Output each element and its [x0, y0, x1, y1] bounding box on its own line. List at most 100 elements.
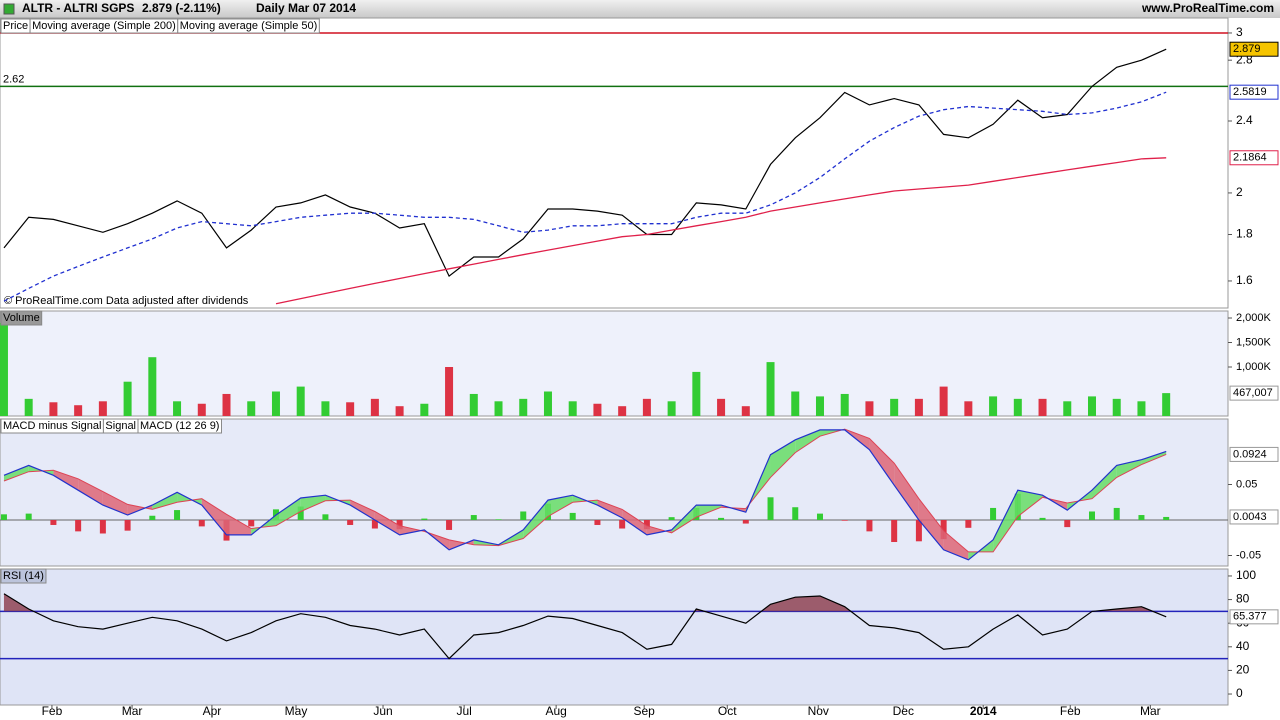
x-tick-label: Aug — [545, 704, 566, 718]
x-tick-label: Feb — [42, 704, 63, 718]
histogram-bar — [421, 518, 428, 521]
value-box — [1229, 385, 1279, 401]
y-tick-label: 2 — [1236, 185, 1243, 199]
volume-bar — [1038, 398, 1047, 416]
rsi-panel — [0, 568, 1229, 706]
level-label: 2.62 — [3, 73, 24, 85]
volume-bar — [1063, 401, 1072, 416]
volume-bar — [123, 381, 132, 416]
histogram-bar — [816, 513, 823, 521]
volume-bar — [642, 398, 651, 416]
macd-fill — [300, 495, 326, 512]
site: www.ProRealTime.com — [1141, 1, 1274, 15]
volume-bar — [469, 393, 478, 416]
histogram-bar — [718, 517, 725, 521]
macd-fill — [201, 498, 227, 535]
volume-bar — [717, 398, 726, 416]
volume-bar — [840, 393, 849, 416]
macd-fill — [894, 463, 919, 521]
histogram-bar — [371, 520, 378, 529]
y-tick-label: 1.6 — [1236, 273, 1253, 287]
volume-bar — [1137, 401, 1146, 416]
histogram-bar — [668, 517, 675, 521]
value-box-label: 467,007 — [1233, 387, 1273, 399]
macd-fill — [275, 498, 301, 526]
macd-fill — [399, 525, 425, 535]
histogram-bar — [50, 520, 57, 525]
x-tick-label: Jun — [373, 704, 392, 718]
histogram-bar — [1064, 520, 1071, 528]
x-tick-label: Dec — [893, 704, 914, 718]
y-tick-label: 0 — [1236, 686, 1243, 700]
histogram-bar — [75, 520, 82, 532]
value-box-label: 2.879 — [1233, 43, 1261, 55]
legend-label: MACD minus Signal — [3, 420, 101, 432]
y-tick-label: 3 — [1236, 25, 1243, 39]
macd-fill — [993, 490, 1018, 552]
legend-label: Moving average (Simple 200) — [32, 20, 176, 32]
volume-bar — [964, 401, 973, 416]
histogram-bar — [520, 511, 527, 521]
volume-bar — [98, 401, 107, 416]
y-tick-label: 1.8 — [1236, 227, 1253, 241]
value-box-label: 0.0043 — [1233, 511, 1267, 523]
histogram-bar — [174, 510, 181, 521]
volume-bar — [593, 403, 602, 416]
symbol: ALTR - ALTRI SGPS — [22, 1, 134, 15]
volume-bar — [1087, 396, 1096, 416]
macd-fill — [696, 505, 722, 518]
macd-fill — [523, 500, 548, 539]
y-tick-label: 1,500K — [1236, 336, 1272, 348]
histogram-bar — [470, 515, 477, 521]
y-tick-label: 80 — [1236, 592, 1250, 606]
volume-bar — [766, 362, 775, 416]
volume-bar — [148, 357, 157, 416]
histogram-bar — [149, 515, 156, 521]
histogram-bar — [841, 520, 848, 521]
y-tick-label: 20 — [1236, 663, 1250, 677]
volume-bar — [568, 401, 577, 416]
value-box — [1229, 41, 1279, 57]
volume-bar — [222, 393, 231, 416]
y-tick-label: 40 — [1236, 639, 1250, 653]
histogram-bar — [767, 497, 774, 521]
macd-fill — [1017, 490, 1043, 517]
histogram-bar — [643, 520, 650, 530]
y-tick-label: 2,000K — [1236, 312, 1272, 324]
macd-panel — [0, 418, 1229, 567]
histogram-bar — [990, 507, 997, 521]
volume-bar — [296, 386, 305, 416]
volume-bar — [247, 401, 256, 416]
volume-bar — [939, 386, 948, 416]
histogram-bar — [619, 520, 626, 529]
histogram-bar — [1163, 516, 1170, 521]
volume-bar — [370, 398, 379, 416]
volume-bar — [74, 405, 83, 416]
histogram-bar — [965, 520, 972, 528]
legend-label: Signal — [105, 420, 136, 432]
volume-bar — [197, 403, 206, 416]
ma-line — [3, 91, 1167, 302]
legend-box — [0, 568, 47, 584]
histogram-bar — [1113, 507, 1120, 521]
macd-fill — [869, 438, 895, 486]
histogram-bar — [347, 520, 354, 525]
volume-bar — [445, 367, 454, 416]
histogram-bar — [891, 520, 898, 543]
y-tick-label: 100 — [1236, 568, 1256, 582]
volume-bar — [865, 401, 874, 416]
volume-bar — [1013, 398, 1022, 416]
quote: 2.879 (-2.11%) — [142, 1, 221, 15]
value-box-label: 65.377 — [1233, 611, 1267, 623]
histogram-bar — [1039, 517, 1046, 521]
legend-box — [177, 18, 320, 34]
histogram-bar — [99, 520, 106, 534]
x-tick-label: Mar — [1140, 704, 1161, 718]
macd-fill — [943, 530, 969, 560]
macd-fill — [226, 514, 252, 535]
macd-fill — [78, 478, 103, 506]
volume-bar — [741, 406, 750, 416]
histogram-bar — [742, 520, 749, 524]
legend-label: MACD (12 26 9) — [140, 420, 219, 432]
